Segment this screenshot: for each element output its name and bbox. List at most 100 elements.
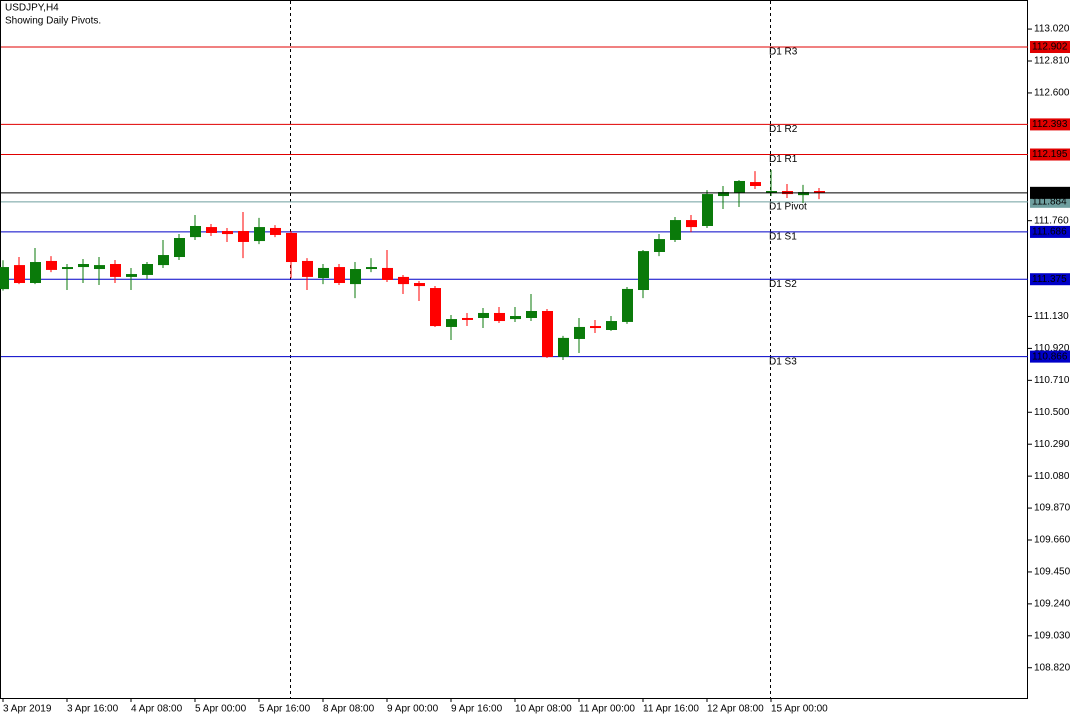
candle-body	[222, 231, 233, 235]
y-tick-label: 109.450	[1034, 567, 1071, 578]
y-tick-label: 110.080	[1034, 471, 1070, 482]
y-tick-label: 110.920	[1034, 343, 1070, 354]
price-tag-label: 112.195	[1032, 149, 1068, 160]
candle-body	[78, 264, 89, 268]
plot-frame	[0, 0, 1028, 699]
y-tick-label: 109.870	[1034, 503, 1071, 514]
pivot-name: D1 Pivot	[769, 201, 807, 212]
candle-body	[494, 312, 505, 322]
candle-body	[622, 288, 633, 322]
candle-body	[158, 255, 169, 266]
price-tag	[1030, 186, 1070, 199]
price-tag-label: 111.686	[1032, 227, 1067, 238]
candle-body	[382, 267, 393, 280]
candle-body	[766, 191, 777, 193]
candle-body	[638, 251, 649, 291]
candle-body	[734, 180, 745, 193]
y-tick-label: 109.240	[1034, 599, 1071, 610]
pivot-name: D1 S2	[769, 279, 797, 290]
x-tick-label: 5 Apr 16:00	[259, 704, 311, 715]
price-tag-label: 111.375	[1032, 274, 1067, 285]
x-tick-label: 5 Apr 00:00	[195, 704, 247, 715]
y-tick-label: 109.660	[1034, 535, 1071, 546]
y-tick-label: 110.710	[1034, 375, 1070, 386]
candle-body	[270, 227, 281, 235]
candle-body	[318, 267, 329, 278]
candle-body	[142, 264, 153, 275]
candle-body	[254, 227, 265, 242]
candle-body	[814, 191, 825, 193]
chart-subtitle: Showing Daily Pivots.	[5, 16, 101, 27]
x-tick-label: 10 Apr 08:00	[515, 704, 572, 715]
candle-body	[510, 316, 521, 320]
candle-body	[654, 239, 665, 252]
price-tag	[1030, 41, 1070, 54]
candle-body	[14, 265, 25, 284]
candle-body	[718, 192, 729, 197]
price-tag	[1030, 118, 1070, 131]
candle-body	[606, 321, 617, 331]
chart-title: USDJPY,H4	[5, 3, 59, 14]
candle-body	[750, 182, 761, 186]
price-tag	[1030, 148, 1070, 161]
current-price-label: 111.943	[1032, 187, 1067, 198]
price-tag-label: 112.393	[1032, 119, 1068, 130]
candle-body	[574, 326, 585, 339]
candle-body	[542, 310, 553, 357]
candle-body	[286, 232, 297, 263]
x-tick-label: 12 Apr 08:00	[707, 704, 764, 715]
candle-body	[206, 227, 217, 233]
candle-body	[446, 319, 457, 327]
candle-body	[686, 220, 697, 228]
x-tick-label: 9 Apr 16:00	[451, 704, 503, 715]
candle-body	[334, 267, 345, 284]
candle-body	[0, 267, 9, 290]
y-tick-label: 110.290	[1034, 439, 1070, 450]
y-tick-label: 112.600	[1034, 88, 1070, 99]
price-tag	[1030, 225, 1070, 238]
candle-body	[478, 312, 489, 318]
candle-body	[702, 194, 713, 226]
candle-body	[30, 262, 41, 284]
candle-body	[126, 274, 137, 277]
y-tick-label: 110.500	[1034, 407, 1070, 418]
candle-body	[590, 326, 601, 329]
candle-body	[398, 276, 409, 285]
candle-body	[350, 269, 361, 285]
pivot-name: D1 S1	[769, 232, 797, 243]
price-tag-label: 112.902	[1032, 42, 1068, 53]
candle-body	[46, 260, 57, 270]
candle-body	[430, 288, 441, 327]
x-tick-label: 8 Apr 08:00	[323, 704, 375, 715]
x-tick-label: 3 Apr 16:00	[67, 704, 119, 715]
candle-body	[414, 283, 425, 287]
y-tick-label: 112.810	[1034, 56, 1070, 67]
candle-body	[366, 267, 377, 270]
y-tick-label: 111.760	[1034, 215, 1069, 226]
x-tick-label: 3 Apr 2019	[3, 704, 52, 715]
candle-body	[798, 192, 809, 196]
candle-body	[174, 238, 185, 258]
x-tick-label: 11 Apr 16:00	[643, 704, 699, 715]
y-tick-label: 108.820	[1034, 662, 1071, 673]
pivot-name: D1 R2	[769, 124, 798, 135]
x-tick-label: 15 Apr 00:00	[771, 704, 828, 715]
y-tick-label: 113.020	[1034, 24, 1070, 35]
candle-body	[190, 225, 201, 238]
y-tick-label: 111.130	[1034, 311, 1069, 322]
candle-body	[670, 220, 681, 240]
price-tag-label: 111.884	[1032, 196, 1067, 207]
price-tag-label: 110.866	[1032, 351, 1068, 362]
candle-body	[94, 265, 105, 270]
x-tick-label: 9 Apr 00:00	[387, 704, 439, 715]
pivot-name: D1 R1	[769, 154, 798, 165]
pivot-name: D1 S3	[769, 356, 797, 367]
candle-body	[302, 260, 313, 277]
candle-body	[62, 267, 73, 270]
candle-body	[110, 264, 121, 277]
price-tag	[1030, 350, 1070, 363]
candle-body	[526, 310, 537, 318]
candle-body	[238, 231, 249, 242]
y-tick-label: 109.030	[1034, 630, 1071, 641]
